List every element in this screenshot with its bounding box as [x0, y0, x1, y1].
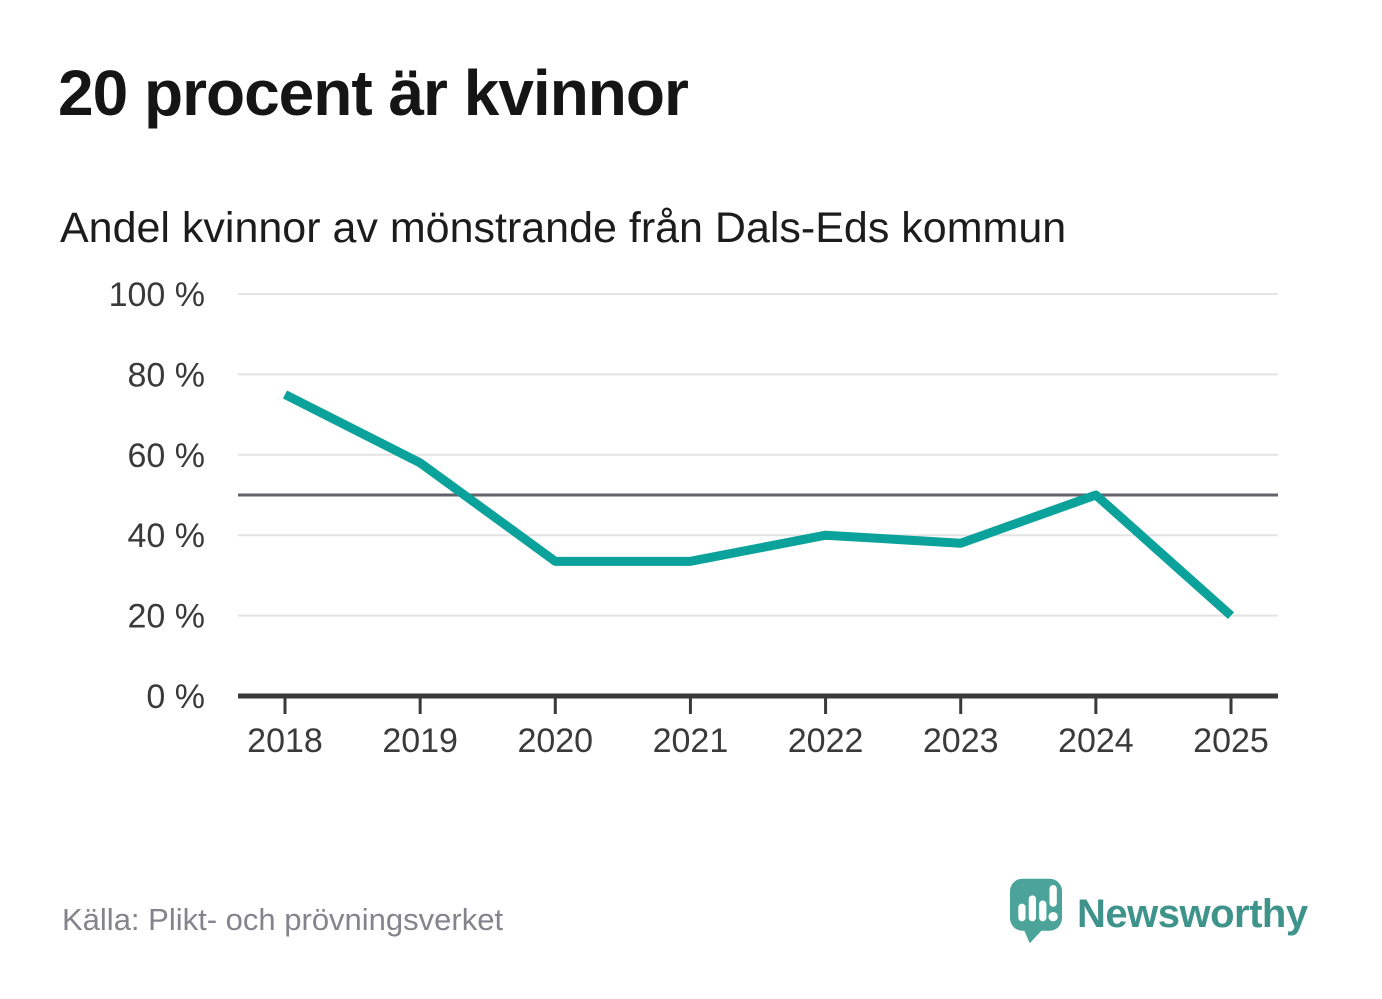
source-text: Källa: Plikt- och prövningsverket	[62, 902, 504, 937]
newsworthy-logo: Newsworthy	[1010, 876, 1330, 956]
newsworthy-logo-text: Newsworthy	[1077, 892, 1308, 936]
chart-subtitle: Andel kvinnor av mönstrande från Dals-Ed…	[60, 204, 1067, 252]
x-axis-label-2022: 2022	[788, 722, 864, 760]
y-axis-label-0: 0 %	[146, 678, 205, 716]
x-axis-label-2021: 2021	[653, 722, 729, 760]
y-axis-label-40: 40 %	[128, 517, 206, 555]
x-axis-label-2024: 2024	[1058, 722, 1134, 760]
x-axis-label-2020: 2020	[517, 722, 593, 760]
x-axis-label-2023: 2023	[923, 722, 999, 760]
data-line-andel-kvinnor	[282, 390, 1234, 619]
y-axis-label-20: 20 %	[128, 598, 206, 636]
y-axis-label-60: 60 %	[128, 437, 206, 475]
chart-title: 20 procent är kvinnor	[58, 57, 689, 129]
newsworthy-logo-icon	[1010, 878, 1062, 944]
x-axis-label-2019: 2019	[382, 722, 458, 760]
x-axis-label-2025: 2025	[1193, 722, 1269, 760]
y-axis-label-100: 100 %	[109, 276, 205, 314]
y-axis-label-80: 80 %	[128, 356, 206, 394]
bar-chart-exclamation-glyph	[1018, 884, 1058, 922]
x-axis-label-2018: 2018	[247, 722, 323, 760]
